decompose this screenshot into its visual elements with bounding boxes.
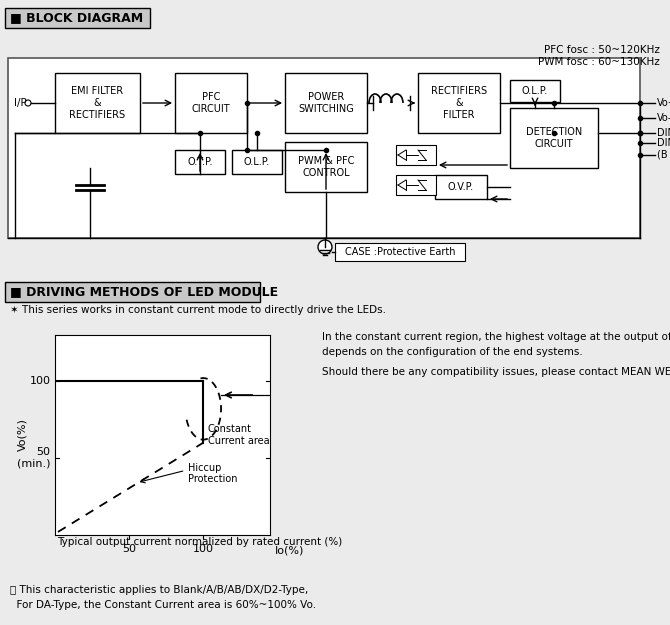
Text: In the constant current region, the highest voltage at the output of the driver: In the constant current region, the high…: [322, 332, 670, 342]
Text: CASE :Protective Earth: CASE :Protective Earth: [345, 247, 455, 257]
Bar: [8, 58, 640, 238]
Bar: [55, 73, 140, 133]
Bar: [435, 175, 487, 199]
Text: O.V.P.: O.V.P.: [448, 182, 474, 192]
Bar: [285, 73, 367, 133]
Bar: [418, 73, 500, 133]
Text: I/P: I/P: [14, 98, 27, 108]
Bar: [510, 108, 598, 168]
Circle shape: [318, 240, 332, 254]
Text: Should there be any compatibility issues, please contact MEAN WELL.: Should there be any compatibility issues…: [322, 367, 670, 377]
Text: PFC fosc : 50~120KHz
PWM fosc : 60~130KHz: PFC fosc : 50~120KHz PWM fosc : 60~130KH…: [538, 45, 660, 67]
Text: Io(%): Io(%): [275, 546, 304, 556]
Text: Hiccup
Protection: Hiccup Protection: [188, 462, 238, 484]
Bar: [396, 175, 436, 195]
Text: PFC
CIRCUIT: PFC CIRCUIT: [192, 92, 230, 114]
Circle shape: [25, 100, 31, 106]
Text: (B Type): (B Type): [657, 150, 670, 160]
Text: For DA-Type, the Constant Current area is 60%~100% Vo.: For DA-Type, the Constant Current area i…: [10, 600, 316, 610]
Text: DETECTION
CIRCUIT: DETECTION CIRCUIT: [526, 127, 582, 149]
Text: 50
(min.): 50 (min.): [17, 448, 50, 469]
Text: O.T.P.: O.T.P.: [187, 157, 213, 167]
Text: 100: 100: [29, 376, 50, 386]
Bar: [175, 150, 225, 174]
Bar: [396, 145, 436, 165]
Text: ■ BLOCK DIAGRAM: ■ BLOCK DIAGRAM: [10, 11, 143, 24]
Bar: [285, 142, 367, 192]
Bar: [510, 80, 560, 102]
Bar: [232, 150, 282, 174]
Text: EMI FILTER
&
RECTIFIERS: EMI FILTER & RECTIFIERS: [70, 86, 125, 119]
Text: Typical output current normalized by rated current (%): Typical output current normalized by rat…: [57, 537, 342, 547]
Text: RECTIFIERS
&
FILTER: RECTIFIERS & FILTER: [431, 86, 487, 119]
Text: Constant
Current area: Constant Current area: [208, 424, 269, 446]
Text: Ⓢ This characteristic applies to Blank/A/B/AB/DX/D2-Type,: Ⓢ This characteristic applies to Blank/A…: [10, 585, 308, 595]
Bar: [335, 243, 465, 261]
Text: O.L.P.: O.L.P.: [244, 157, 270, 167]
Text: POWER
SWITCHING: POWER SWITCHING: [298, 92, 354, 114]
Text: DIM+: DIM+: [657, 128, 670, 138]
Text: Vo-: Vo-: [657, 113, 670, 123]
Text: DIM-: DIM-: [657, 138, 670, 148]
Text: depends on the configuration of the end systems.: depends on the configuration of the end …: [322, 347, 583, 357]
Text: O.L.P.: O.L.P.: [522, 86, 548, 96]
Text: Vo(%): Vo(%): [17, 419, 27, 451]
Bar: [5, 282, 260, 302]
Text: ■ DRIVING METHODS OF LED MODULE: ■ DRIVING METHODS OF LED MODULE: [10, 286, 278, 299]
Bar: [5, 8, 150, 28]
Bar: [175, 73, 247, 133]
Text: PWM & PFC
CONTROL: PWM & PFC CONTROL: [297, 156, 354, 178]
Text: Vo+: Vo+: [657, 98, 670, 108]
Text: ✶ This series works in constant current mode to directly drive the LEDs.: ✶ This series works in constant current …: [10, 305, 386, 315]
